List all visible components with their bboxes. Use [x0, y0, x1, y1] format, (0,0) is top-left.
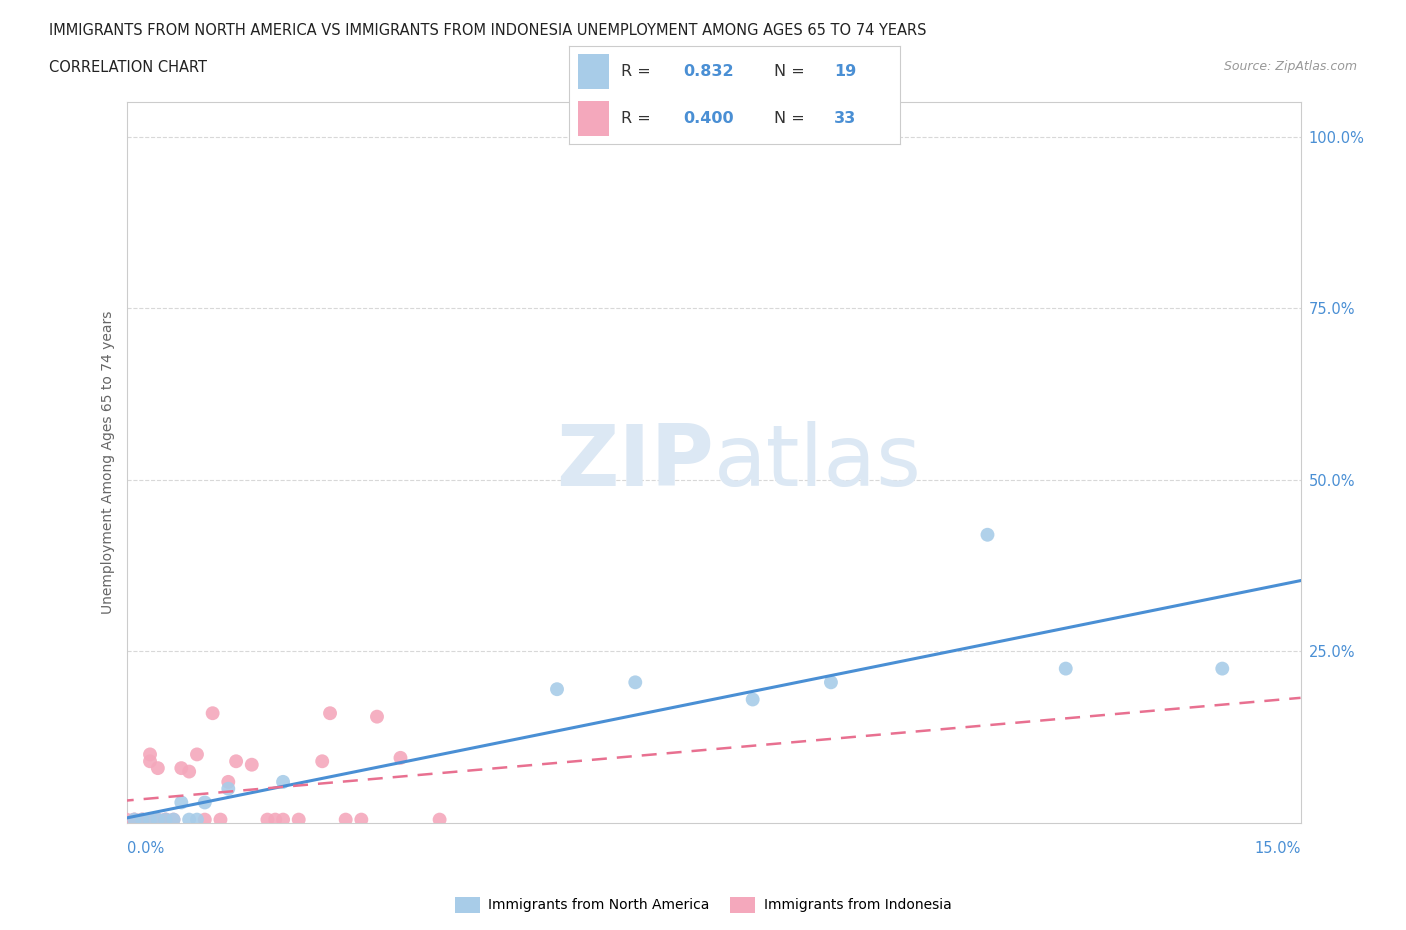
Text: IMMIGRANTS FROM NORTH AMERICA VS IMMIGRANTS FROM INDONESIA UNEMPLOYMENT AMONG AG: IMMIGRANTS FROM NORTH AMERICA VS IMMIGRA…: [49, 23, 927, 38]
Point: [170, 795, 193, 810]
Text: N =: N =: [775, 112, 810, 126]
Point: [429, 812, 451, 827]
Text: R =: R =: [620, 112, 655, 126]
Text: 0.832: 0.832: [683, 64, 734, 79]
Point: [271, 812, 294, 827]
Point: [240, 757, 263, 772]
Point: [820, 675, 842, 690]
Point: [225, 754, 247, 769]
Point: [139, 747, 162, 762]
Point: [124, 812, 146, 827]
Text: 33: 33: [834, 112, 856, 126]
Point: [162, 812, 184, 827]
Point: [256, 812, 278, 827]
Point: [311, 754, 333, 769]
Point: [217, 781, 239, 796]
Point: [124, 812, 146, 827]
Point: [389, 751, 412, 765]
Point: [319, 706, 342, 721]
Point: [131, 812, 153, 827]
Point: [271, 775, 294, 790]
Point: [264, 812, 287, 827]
Point: [194, 795, 217, 810]
Text: atlas: atlas: [713, 421, 921, 504]
Text: 0.0%: 0.0%: [127, 841, 163, 856]
Point: [124, 812, 146, 827]
Point: [146, 761, 169, 776]
Text: 19: 19: [834, 64, 856, 79]
Point: [170, 761, 193, 776]
Point: [155, 812, 177, 827]
Text: R =: R =: [620, 64, 655, 79]
Text: CORRELATION CHART: CORRELATION CHART: [49, 60, 207, 75]
Text: N =: N =: [775, 64, 810, 79]
Point: [335, 812, 357, 827]
Legend: Immigrants from North America, Immigrants from Indonesia: Immigrants from North America, Immigrant…: [449, 891, 957, 919]
Point: [131, 812, 153, 827]
Point: [1054, 661, 1077, 676]
FancyBboxPatch shape: [578, 101, 609, 137]
Point: [217, 775, 239, 790]
Point: [139, 812, 162, 827]
Point: [624, 675, 647, 690]
Point: [546, 682, 568, 697]
Point: [741, 692, 763, 707]
Point: [139, 754, 162, 769]
Y-axis label: Unemployment Among Ages 65 to 74 years: Unemployment Among Ages 65 to 74 years: [101, 311, 115, 615]
Point: [1211, 661, 1233, 676]
Point: [146, 812, 169, 827]
Point: [155, 812, 177, 827]
Point: [162, 812, 184, 827]
Point: [155, 812, 177, 827]
Point: [139, 812, 162, 827]
Point: [179, 764, 201, 779]
FancyBboxPatch shape: [578, 54, 609, 89]
Text: 0.400: 0.400: [683, 112, 734, 126]
Point: [976, 527, 998, 542]
Text: 15.0%: 15.0%: [1254, 841, 1301, 856]
Text: ZIP: ZIP: [555, 421, 713, 504]
Text: Source: ZipAtlas.com: Source: ZipAtlas.com: [1223, 60, 1357, 73]
Point: [366, 710, 388, 724]
Point: [131, 812, 153, 827]
Point: [209, 812, 232, 827]
Point: [146, 812, 169, 827]
Point: [287, 812, 309, 827]
Point: [115, 812, 138, 827]
Point: [186, 747, 208, 762]
Point: [201, 706, 224, 721]
Point: [186, 812, 208, 827]
Point: [350, 812, 373, 827]
Point: [194, 812, 217, 827]
Point: [179, 812, 201, 827]
